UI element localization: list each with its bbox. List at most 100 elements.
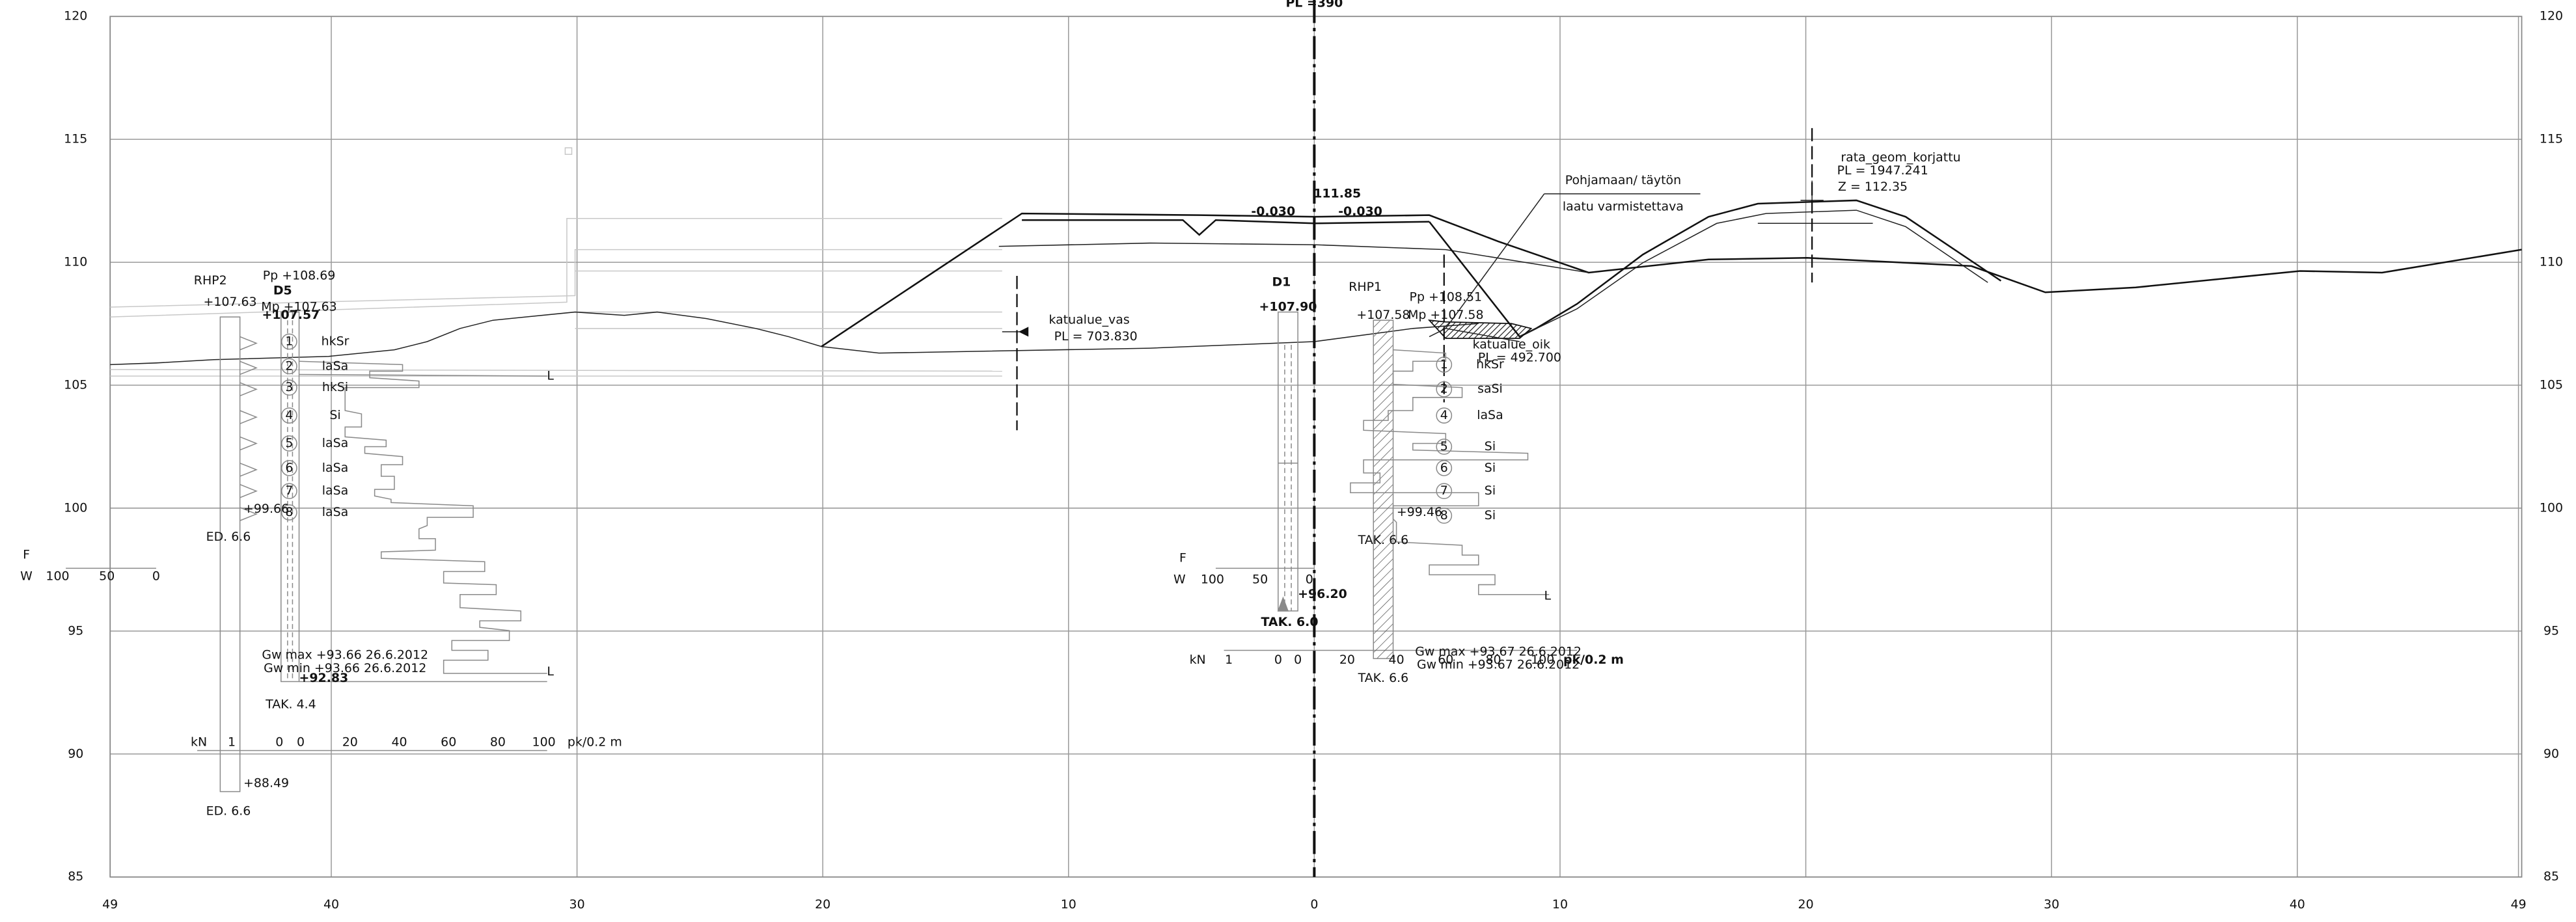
frame xyxy=(109,16,2523,878)
layer-circle xyxy=(1436,407,1453,424)
annotation: 40 xyxy=(1389,653,1404,667)
x-tick-label: 49 xyxy=(2511,897,2527,912)
layer-circle xyxy=(281,483,297,500)
annotation: -0.030 xyxy=(1338,204,1382,219)
annotation: 100 xyxy=(532,735,556,749)
reference-lines xyxy=(110,147,1002,377)
annotation: 5 xyxy=(1440,439,1448,454)
annotation: Gw max +93.66 26.6.2012 xyxy=(262,648,428,662)
annotation: 100 xyxy=(1531,653,1554,667)
layer-circle xyxy=(281,459,297,476)
annotation: 1 xyxy=(1225,653,1233,667)
annotation: RHP1 xyxy=(1349,280,1382,294)
annotation: laSa xyxy=(322,359,348,373)
layer-circle xyxy=(1436,356,1453,373)
annotation: PL = 1947.241 xyxy=(1837,163,1928,178)
annotation: +99.46 xyxy=(1397,505,1442,519)
layer-circle xyxy=(1436,483,1453,500)
annotation: Mp +107.58 xyxy=(1408,308,1483,322)
annotation: 6 xyxy=(1440,461,1448,475)
annotation: 1 xyxy=(228,735,236,749)
annotation: Si xyxy=(329,408,340,422)
y-tick-label: 95 xyxy=(2543,623,2559,638)
annotation: katualue_oik xyxy=(1473,338,1550,352)
annotation: D1 xyxy=(1272,275,1291,290)
annotation: W xyxy=(20,569,33,583)
annotation: katualue_vas xyxy=(1048,313,1129,327)
annotation: 2 xyxy=(285,359,293,373)
annotation: Si xyxy=(1485,439,1496,454)
x-tick-label: 40 xyxy=(323,897,339,912)
annotation: ED. 6.6 xyxy=(206,804,251,818)
annotation: kN xyxy=(191,735,207,749)
annotation: TAK. 6.6 xyxy=(1358,671,1409,685)
annotation: 1 xyxy=(285,334,293,349)
x-tick-label: 40 xyxy=(2290,897,2305,912)
y-tick-label: 90 xyxy=(2543,746,2559,761)
y-tick-label: 115 xyxy=(2540,132,2563,146)
annotation: 60 xyxy=(1438,653,1453,667)
layer-circle xyxy=(281,358,297,375)
annotation: 8 xyxy=(285,505,293,519)
annotation: 80 xyxy=(490,735,506,749)
borings xyxy=(66,311,1578,793)
annotation: L xyxy=(547,369,554,383)
x-tick-label: 10 xyxy=(1552,897,1568,912)
annotation: 20 xyxy=(342,735,358,749)
annotation: +107.90 xyxy=(1259,299,1317,314)
annotation: laSa xyxy=(1477,408,1503,422)
annotation: pk/0.2 m xyxy=(568,735,622,749)
annotation: Si xyxy=(1485,508,1496,522)
annotation: W xyxy=(1173,572,1186,586)
x-tick-label: 30 xyxy=(2044,897,2059,912)
annotation: ED. 6.6 xyxy=(206,530,251,544)
annotation: +96.20 xyxy=(1298,587,1347,601)
annotation: kN xyxy=(1190,653,1206,667)
annotation: 0 xyxy=(1306,572,1313,586)
annotation: +92.83 xyxy=(299,671,349,685)
x-tick-label: 20 xyxy=(815,897,830,912)
layer-circle xyxy=(281,333,297,350)
layer-circle xyxy=(1436,381,1453,398)
annotation: laSa xyxy=(322,436,348,450)
annotation: L xyxy=(1544,589,1552,603)
annotation: 0 xyxy=(152,569,160,583)
y-tick-label: 120 xyxy=(64,9,87,23)
annotation: 7 xyxy=(285,483,293,498)
annotation: PL = 703.830 xyxy=(1054,329,1138,344)
layer-circle xyxy=(281,504,297,521)
annotation: 0 xyxy=(275,735,283,749)
annotation: 2 xyxy=(1440,382,1448,396)
annotation: +88.49 xyxy=(243,776,289,790)
y-tick-label: 105 xyxy=(64,378,87,392)
annotation: F xyxy=(23,548,30,562)
annotation: hkSr xyxy=(322,334,349,349)
annotation: 0 xyxy=(1294,653,1302,667)
annotation: 111.85 xyxy=(1313,186,1361,200)
annotation: 50 xyxy=(99,569,115,583)
profile-lines xyxy=(110,180,2522,366)
annotation: Pohjamaan/ täytön xyxy=(1565,173,1681,187)
x-tick-label: 20 xyxy=(1798,897,1814,912)
annotation: Mp +107.63 xyxy=(261,299,336,314)
annotation: laSa xyxy=(322,505,348,519)
annotation: Gw min +93.67 26.6.2012 xyxy=(1417,658,1580,672)
annotation: 6 xyxy=(285,461,293,475)
y-tick-label: 85 xyxy=(68,869,83,884)
layer-circle xyxy=(281,407,297,424)
layer-circle xyxy=(1436,508,1453,524)
annotation: L xyxy=(547,664,554,679)
annotation: 0 xyxy=(1274,653,1282,667)
y-tick-label: 110 xyxy=(2540,255,2563,269)
annotation: pk/0.2 m xyxy=(1563,653,1624,667)
annotation: PL =390 xyxy=(1285,0,1343,10)
annotation: 8 xyxy=(1440,508,1448,522)
annotation: laSa xyxy=(322,483,348,498)
x-tick-label: 0 xyxy=(1310,897,1318,912)
annotation: TAK. 6.6 xyxy=(1358,533,1409,547)
annotation: +107.63 xyxy=(203,295,256,309)
annotation: Z = 112.35 xyxy=(1838,180,1908,194)
annotation: saSi xyxy=(1477,382,1503,396)
